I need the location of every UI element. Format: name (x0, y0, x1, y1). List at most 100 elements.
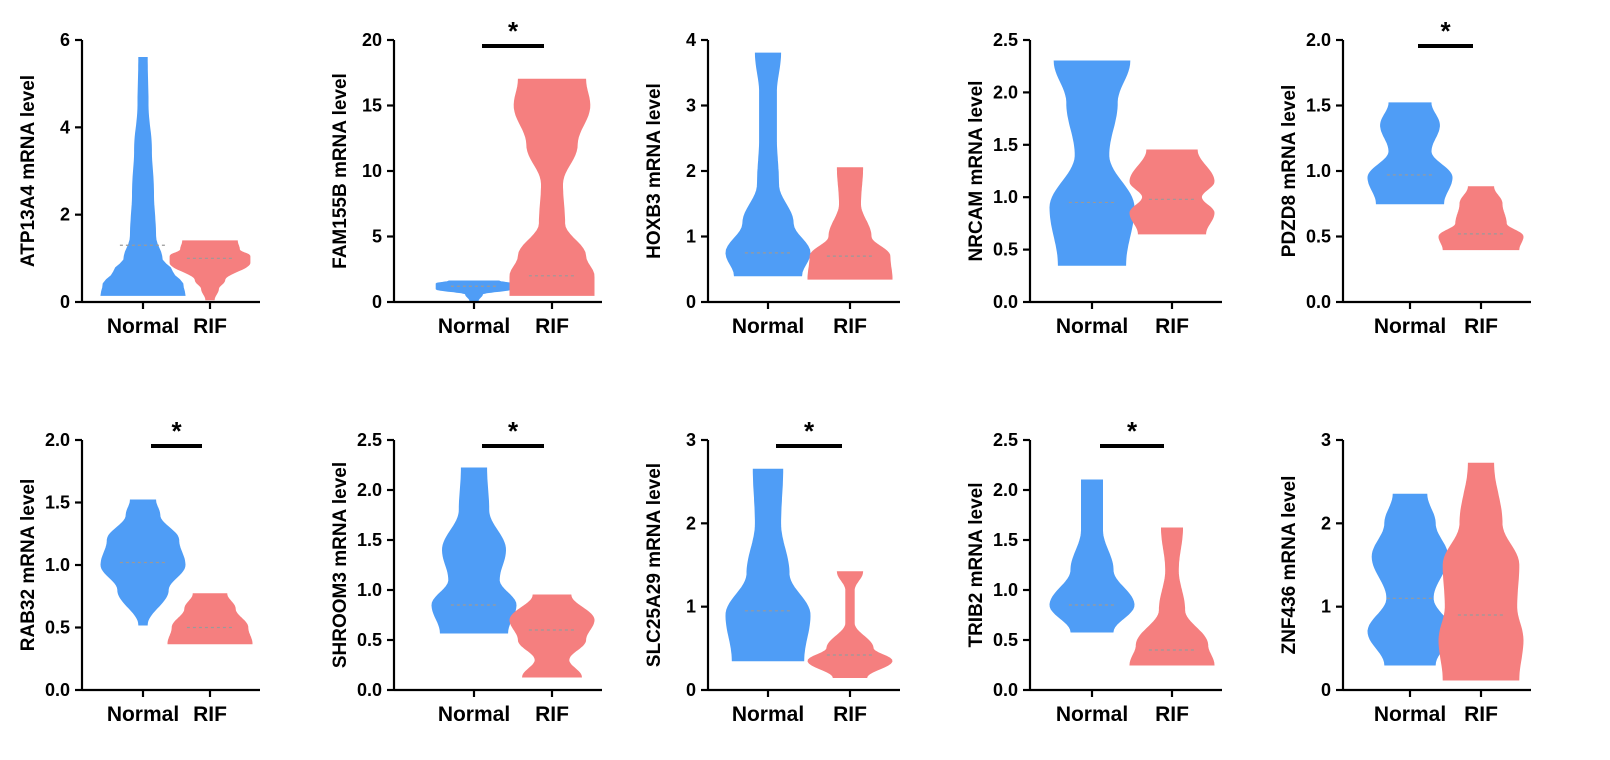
x-tick-label-rif: RIF (833, 703, 867, 726)
y-tick-label: 0.0 (993, 292, 1018, 312)
violin-rif (167, 593, 253, 645)
x-tick-label-rif: RIF (1464, 703, 1498, 726)
y-tick-label: 0.5 (357, 630, 382, 650)
y-tick-label: 2.5 (993, 30, 1018, 50)
y-tick-label: 2 (1321, 513, 1331, 533)
y-tick-label: 3 (1321, 430, 1331, 450)
y-tick-label: 20 (362, 30, 382, 50)
violin-normal (1049, 479, 1135, 633)
significance-star: * (508, 16, 519, 46)
x-tick-label-rif: RIF (1155, 315, 1189, 338)
x-tick-label-rif: RIF (833, 315, 867, 338)
y-tick-label: 0.0 (993, 680, 1018, 700)
x-tick-label-normal: Normal (107, 703, 179, 726)
y-tick-label: 2 (686, 513, 696, 533)
y-tick-label: 0 (60, 292, 70, 312)
chart-panel-2: 0 5 10 15 20 Normal RIF FAM155B mRNA level * (330, 16, 602, 338)
significance-star: * (804, 416, 815, 446)
y-tick-label: 0.0 (1306, 292, 1331, 312)
y-tick-label: 1.5 (993, 530, 1018, 550)
y-axis-title: FAM155B mRNA level (330, 73, 351, 269)
y-tick-label: 1.5 (993, 135, 1018, 155)
y-tick-label: 4 (60, 117, 70, 137)
y-tick-label: 1.0 (357, 580, 382, 600)
violin-normal (725, 468, 811, 662)
x-tick-label-rif: RIF (535, 315, 569, 338)
violin-rif (509, 78, 595, 296)
x-tick-label-normal: Normal (732, 703, 804, 726)
y-tick-label: 1 (686, 597, 696, 617)
y-tick-label: 1.0 (45, 555, 70, 575)
violin-normal (1367, 102, 1453, 205)
y-tick-label: 1.5 (1306, 96, 1331, 116)
violin-normal (435, 280, 513, 302)
y-tick-label: 0.0 (357, 680, 382, 700)
chart-panel-1: 0 2 4 6 Normal RIF ATP13A4 mRNA level (18, 30, 260, 338)
y-tick-label: 0.5 (993, 240, 1018, 260)
x-tick-label-rif: RIF (535, 703, 569, 726)
y-axis-title: ZNF436 mRNA level (1279, 476, 1300, 655)
y-tick-label: 1.0 (1306, 161, 1331, 181)
violin-rif (1129, 527, 1215, 666)
y-tick-label: 0.5 (45, 618, 70, 638)
y-tick-label: 0.5 (993, 630, 1018, 650)
x-tick-label-rif: RIF (1155, 703, 1189, 726)
y-tick-label: 1 (686, 227, 696, 247)
y-tick-label: 1.0 (993, 187, 1018, 207)
significance-star: * (1127, 416, 1138, 446)
violin-normal (1049, 60, 1135, 266)
y-tick-label: 1.0 (993, 580, 1018, 600)
x-tick-label-normal: Normal (1056, 703, 1128, 726)
y-tick-label: 4 (686, 30, 696, 50)
chart-panel-5: 0.0 0.5 1.0 1.5 2.0 Normal RIF PDZD8 mRNA level… (1279, 16, 1531, 338)
y-tick-label: 0.0 (45, 680, 70, 700)
violin-rif (1129, 149, 1215, 235)
y-tick-label: 2.0 (993, 82, 1018, 102)
y-tick-label: 0.5 (1306, 227, 1331, 247)
y-tick-label: 2 (60, 205, 70, 225)
violin-normal (431, 467, 517, 634)
y-tick-label: 1.5 (45, 493, 70, 513)
significance-star: * (171, 416, 182, 446)
violin-rif (169, 240, 251, 301)
significance-star: * (1440, 16, 1451, 46)
violin-rif (1438, 186, 1524, 251)
x-tick-label-normal: Normal (1374, 315, 1446, 338)
violin-normal (100, 499, 186, 626)
y-tick-label: 10 (362, 161, 382, 181)
chart-panel-6: 0.0 0.5 1.0 1.5 2.0 Normal RIF RAB32 mRNA level… (18, 416, 260, 726)
violin-normal (725, 52, 811, 277)
violin-rif (807, 167, 893, 280)
y-axis-title: HOXB3 mRNA level (644, 83, 665, 259)
y-tick-label: 3 (686, 96, 696, 116)
y-axis-title: SHROOM3 mRNA level (330, 462, 351, 668)
x-tick-label-normal: Normal (1056, 315, 1128, 338)
chart-panel-3: 0 1 2 3 4 Normal RIF HOXB3 mRNA level (644, 30, 900, 338)
x-tick-label-normal: Normal (438, 315, 510, 338)
y-tick-label: 6 (60, 30, 70, 50)
violin-rif (509, 594, 595, 678)
x-tick-label-rif: RIF (193, 315, 227, 338)
x-tick-label-normal: Normal (107, 315, 179, 338)
significance-star: * (508, 416, 519, 446)
chart-panel-9: 0.0 0.5 1.0 1.5 2.0 2.5 Normal RIF TRIB2 mRNA le… (966, 416, 1222, 726)
y-tick-label: 1.5 (357, 530, 382, 550)
y-tick-label: 2.0 (993, 480, 1018, 500)
chart-panel-10: 0 1 2 3 Normal RIF ZNF436 mRNA level (1279, 430, 1531, 726)
y-axis-title: TRIB2 mRNA level (966, 482, 987, 647)
y-tick-label: 5 (372, 227, 382, 247)
y-tick-label: 15 (362, 96, 382, 116)
violin-rif (1438, 462, 1524, 681)
x-tick-label-rif: RIF (1464, 315, 1498, 338)
y-axis-title: RAB32 mRNA level (18, 479, 39, 651)
y-axis-title: SLC25A29 mRNA level (644, 463, 665, 667)
y-tick-label: 1 (1321, 597, 1331, 617)
y-axis-title: PDZD8 mRNA level (1279, 85, 1300, 257)
chart-panel-4: 0.0 0.5 1.0 1.5 2.0 2.5 Normal RIF NRCAM mRNA le… (966, 30, 1222, 338)
x-tick-label-rif: RIF (193, 703, 227, 726)
y-tick-label: 0 (686, 680, 696, 700)
chart-panel-8: 0 1 2 3 Normal RIF SLC25A29 mRNA level * (644, 416, 900, 726)
y-tick-label: 2.5 (357, 430, 382, 450)
y-tick-label: 2.0 (1306, 30, 1331, 50)
